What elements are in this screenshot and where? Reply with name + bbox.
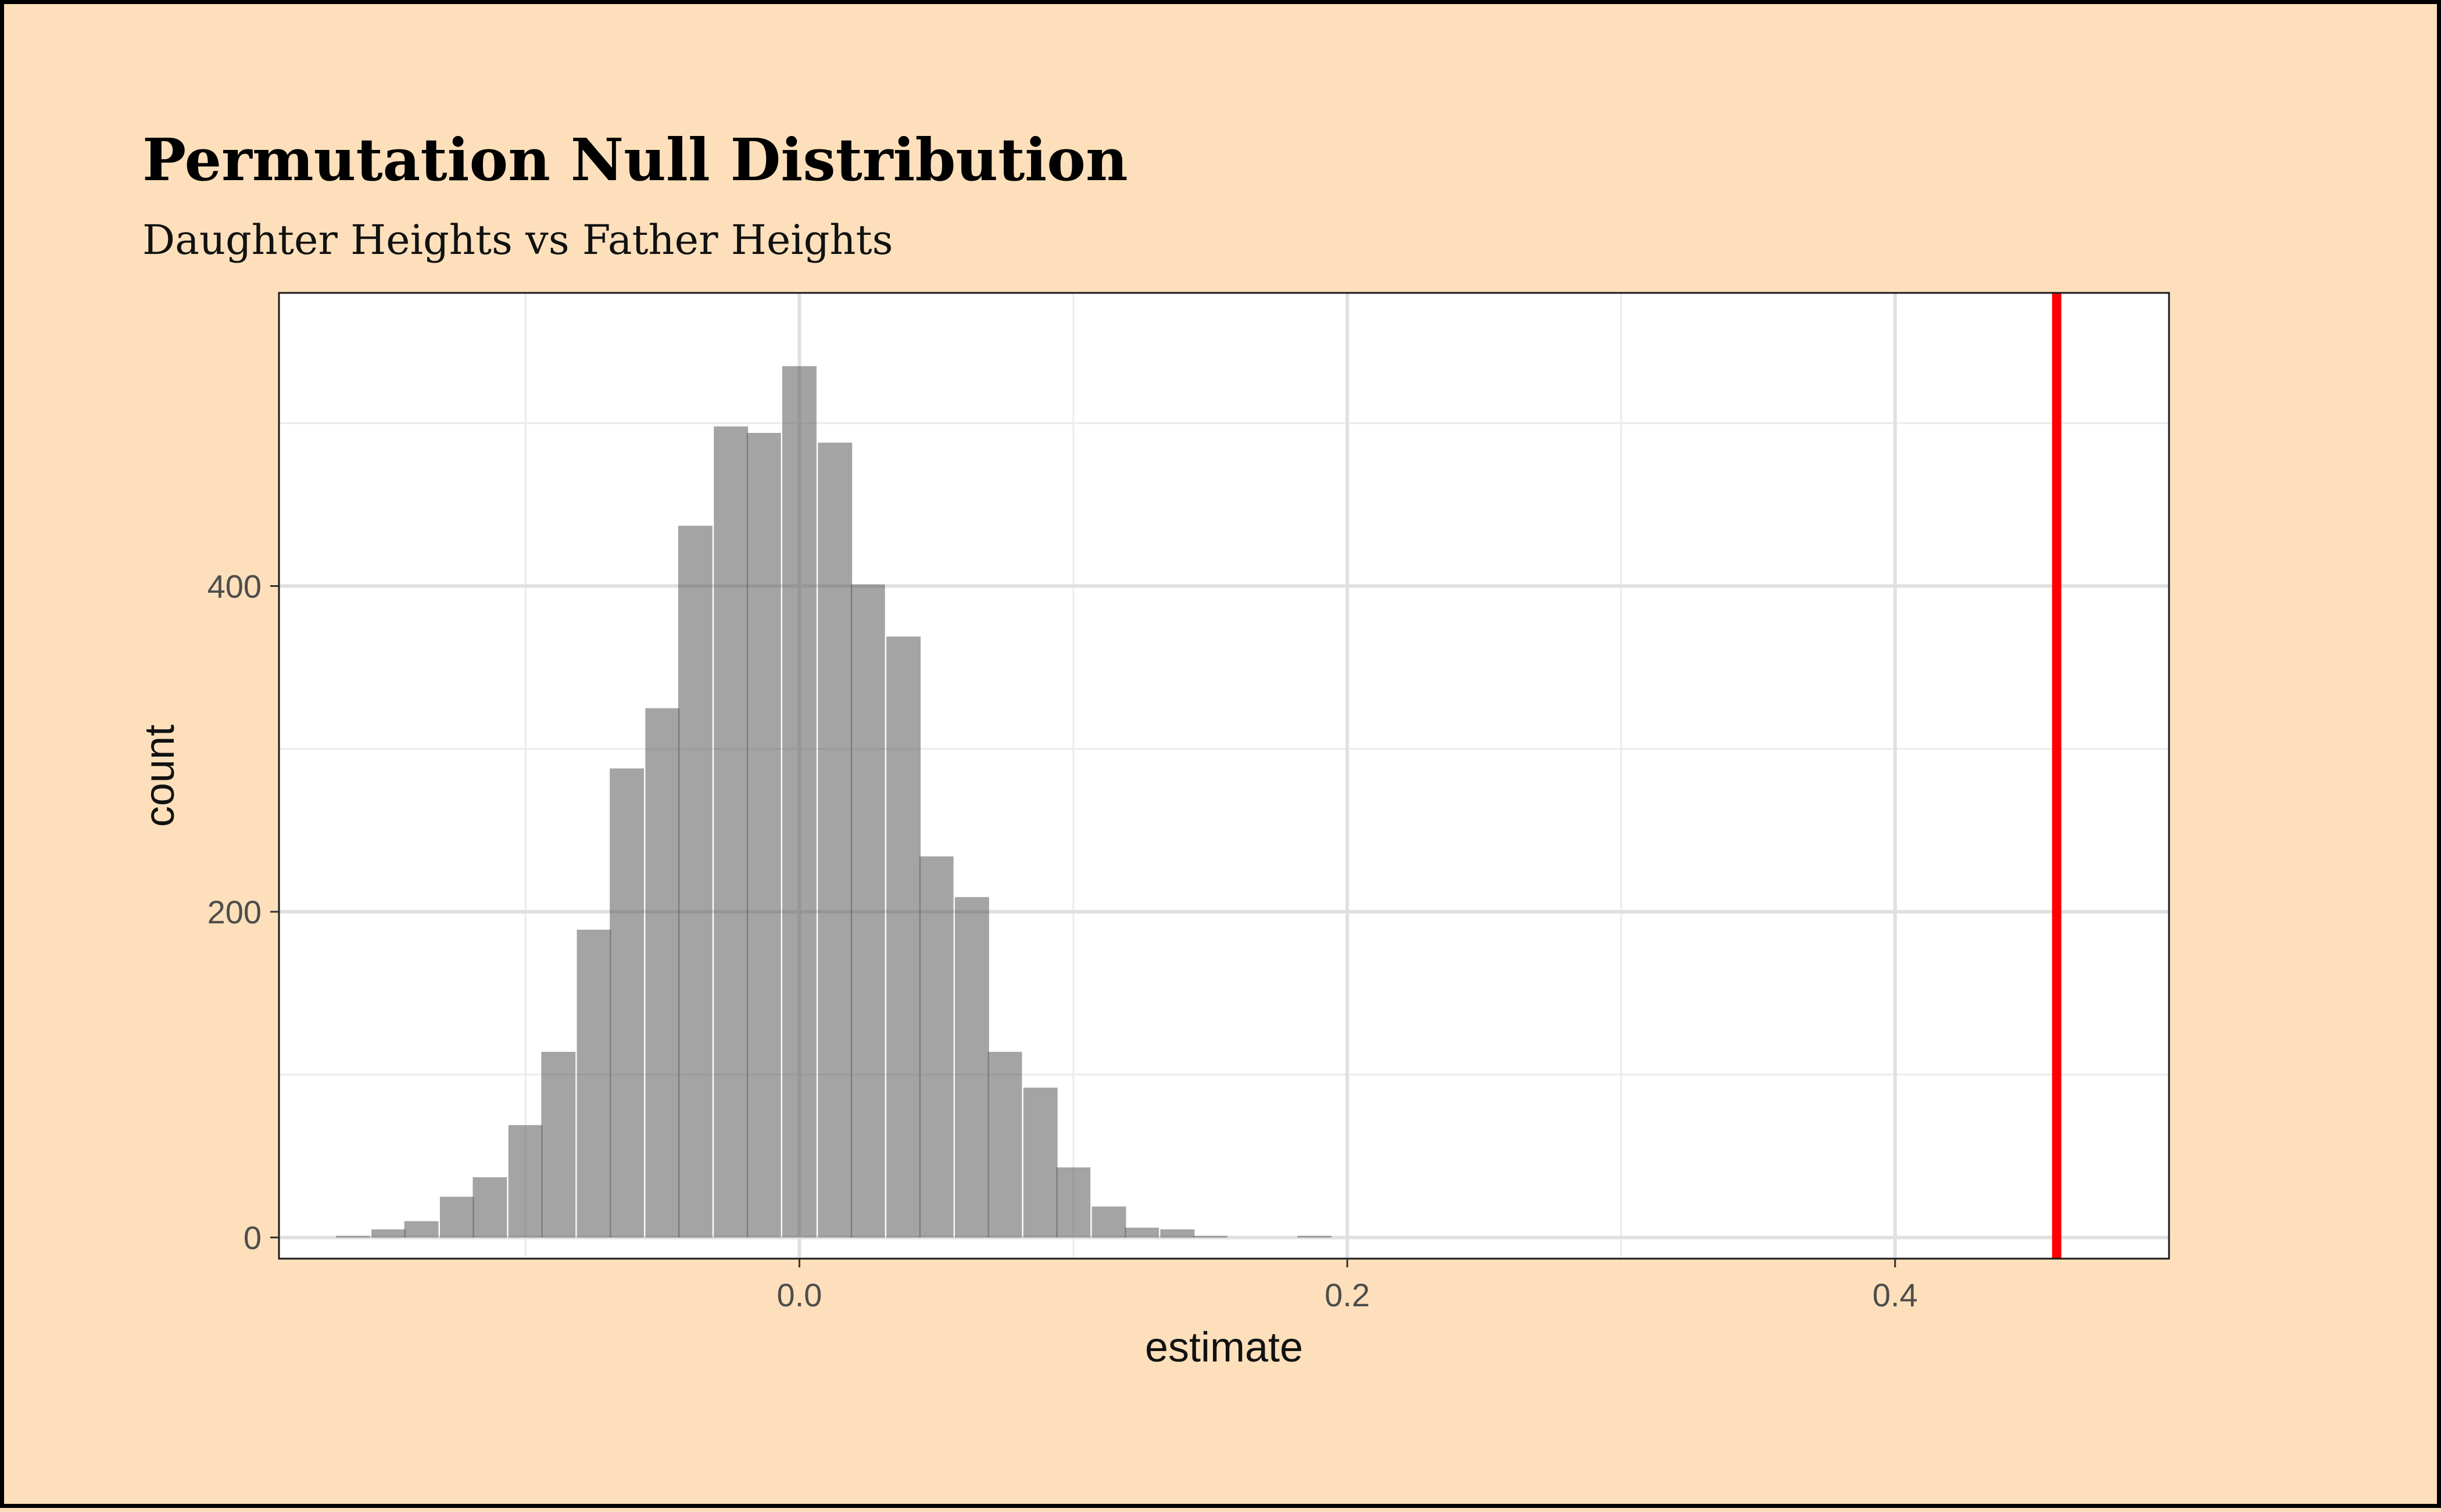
histogram-bar — [1297, 1235, 1332, 1238]
histogram-bar — [439, 1196, 474, 1238]
histogram-bar — [850, 584, 885, 1238]
histogram-bar — [645, 708, 680, 1238]
histogram-bar — [404, 1221, 439, 1238]
histogram-bar — [473, 1177, 507, 1238]
histogram-bar — [1091, 1206, 1126, 1238]
histogram-bars — [335, 366, 1332, 1238]
histogram-bar — [987, 1052, 1022, 1238]
histogram-bar — [541, 1052, 576, 1238]
x-axis-ticks: 0.0 0.2 0.4 — [777, 1259, 1918, 1313]
histogram-bar — [678, 525, 713, 1238]
y-axis-ticks: 0 200 400 — [207, 568, 279, 1256]
histogram-bar — [886, 636, 921, 1238]
histogram-bar — [919, 856, 954, 1238]
histogram-chart: Permutation Null Distribution Daughter H… — [137, 126, 2170, 1371]
histogram-bar — [508, 1125, 543, 1238]
x-tick-label: 0.4 — [1873, 1277, 1918, 1313]
histogram-bar — [1160, 1229, 1195, 1238]
histogram-bar — [714, 426, 749, 1238]
histogram-bar — [746, 433, 781, 1238]
y-tick-label: 200 — [207, 894, 262, 930]
histogram-bar — [610, 768, 644, 1238]
histogram-bar — [335, 1235, 370, 1238]
x-tick-label: 0.0 — [777, 1277, 822, 1313]
x-axis-title: estimate — [1145, 1324, 1303, 1371]
histogram-bar — [1023, 1087, 1058, 1238]
histogram-bar — [371, 1229, 406, 1238]
x-tick-label: 0.2 — [1325, 1277, 1370, 1313]
histogram-bar — [1125, 1227, 1159, 1238]
chart-subtitle: Daughter Heights vs Father Heights — [142, 216, 893, 264]
histogram-bar — [1056, 1167, 1091, 1238]
chart-title: Permutation Null Distribution — [142, 126, 1128, 194]
histogram-bar — [954, 897, 989, 1238]
plot-border — [278, 292, 2170, 1260]
histogram-bar — [782, 366, 817, 1238]
histogram-bar — [1193, 1235, 1227, 1238]
histogram-bar — [577, 929, 611, 1238]
y-tick-label: 400 — [207, 568, 262, 604]
y-axis-title: count — [137, 725, 183, 827]
y-tick-label: 0 — [244, 1220, 262, 1256]
histogram-bar — [818, 442, 853, 1238]
